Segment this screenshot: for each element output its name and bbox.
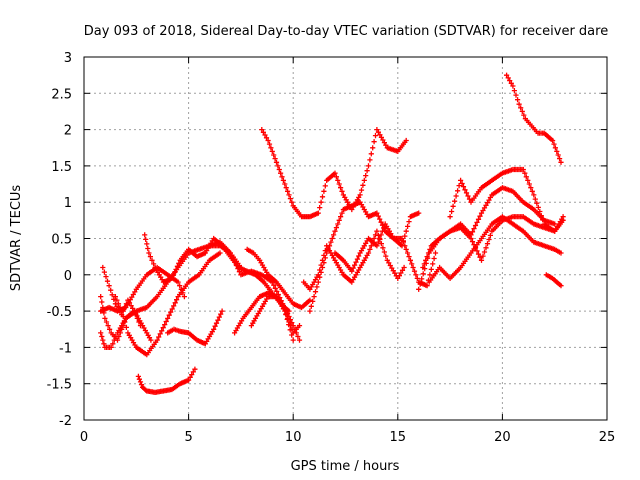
series-s7 <box>165 308 225 347</box>
data-points <box>98 72 566 395</box>
x-tick-label: 5 <box>184 430 192 445</box>
series-s5 <box>112 250 223 358</box>
point-markers <box>447 166 566 234</box>
series-s22 <box>543 272 564 289</box>
point-markers <box>112 250 223 358</box>
chart-title: Day 093 of 2018, Sidereal Day-to-day VTE… <box>84 24 608 39</box>
point-markers <box>301 228 407 292</box>
point-markers <box>259 127 409 220</box>
x-tick-label: 20 <box>494 430 511 445</box>
y-tick-label: 2 <box>64 124 72 139</box>
y-tick-label: 3 <box>64 51 72 66</box>
y-tick-label: 0.5 <box>51 233 72 248</box>
series-s20 <box>447 166 566 234</box>
point-markers <box>248 294 303 336</box>
series-s15 <box>301 228 407 292</box>
point-markers <box>165 308 225 347</box>
x-tick-label: 0 <box>80 430 88 445</box>
y-tick-label: -1.5 <box>47 378 72 393</box>
y-tick-label: 1.5 <box>51 160 72 175</box>
y-tick-label: -2 <box>59 414 72 429</box>
series-s12 <box>248 294 303 336</box>
x-tick-label: 10 <box>285 430 302 445</box>
series-s16 <box>332 221 439 289</box>
series-s11 <box>244 246 313 311</box>
point-markers <box>504 72 564 165</box>
y-tick-label: -1 <box>59 341 72 356</box>
x-axis-label: GPS time / hours <box>291 459 400 474</box>
y-axis-label: SDTVAR / TECUs <box>9 185 24 292</box>
plot-frame <box>83 56 608 421</box>
y-tick-label: 0 <box>64 269 72 284</box>
series-s6 <box>135 366 198 395</box>
point-markers <box>244 246 313 311</box>
y-tick-label: 1 <box>64 196 72 211</box>
x-tick-label: 25 <box>599 430 616 445</box>
y-tick-label: -0.5 <box>47 305 72 320</box>
y-tick-label: 2.5 <box>51 87 72 102</box>
point-markers <box>135 366 198 395</box>
series-s13 <box>259 127 409 220</box>
series-s19 <box>426 214 564 285</box>
axis-ticks: 0 5 10 15 20 25 -2 -1.5 -1 -0.5 0 0.5 1 1.5 2 2.5 3 <box>47 51 616 445</box>
point-markers <box>543 272 564 289</box>
series-s21 <box>504 72 564 165</box>
point-markers <box>426 214 564 285</box>
point-markers <box>332 221 439 289</box>
x-tick-label: 15 <box>390 430 407 445</box>
